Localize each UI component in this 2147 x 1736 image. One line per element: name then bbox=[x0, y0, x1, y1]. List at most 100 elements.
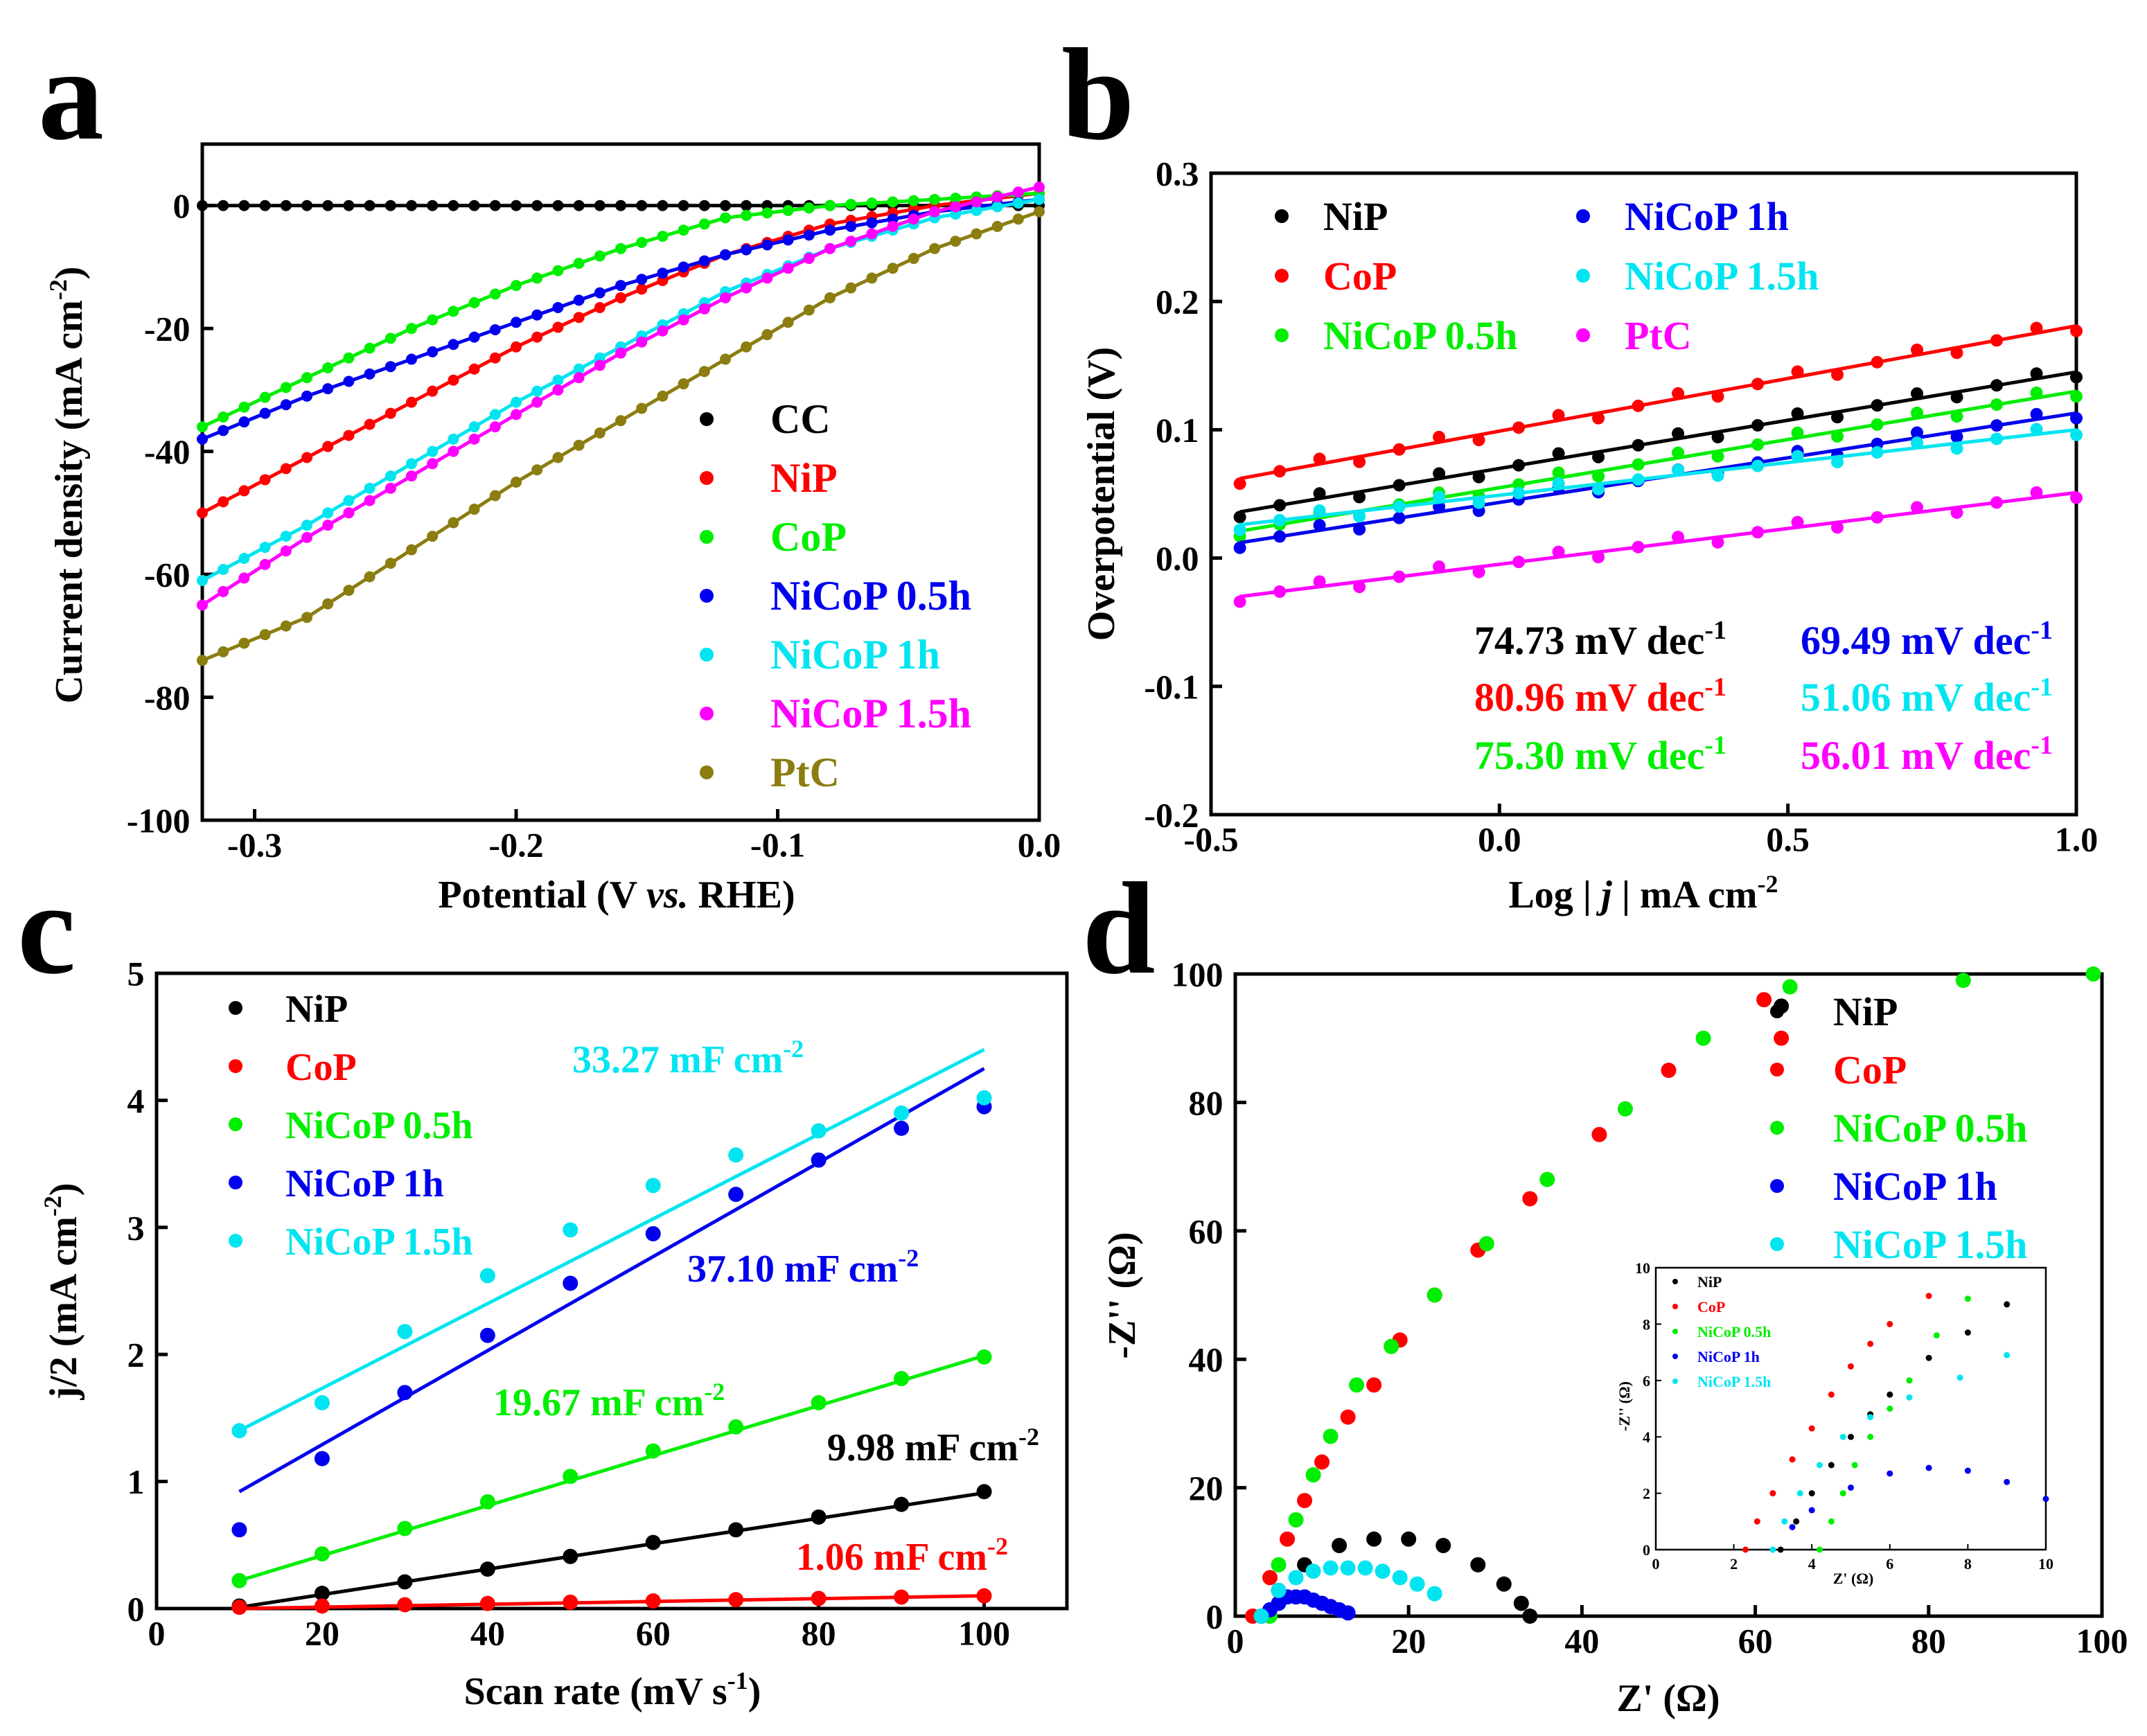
data-point bbox=[197, 655, 208, 666]
legend-marker bbox=[700, 530, 714, 544]
data-point bbox=[1323, 1560, 1338, 1576]
data-point bbox=[397, 1385, 413, 1401]
legend-label: CoP bbox=[1833, 1047, 1907, 1092]
data-point bbox=[845, 198, 857, 210]
data-point bbox=[468, 331, 480, 343]
y-tick-label: -60 bbox=[144, 556, 191, 594]
data-point bbox=[845, 236, 857, 247]
data-point bbox=[218, 585, 229, 597]
data-point bbox=[259, 558, 271, 570]
data-point bbox=[563, 1594, 578, 1610]
data-point bbox=[678, 314, 689, 326]
data-point bbox=[1911, 406, 1924, 419]
data-point bbox=[427, 314, 439, 326]
data-point bbox=[238, 572, 250, 584]
x-tick-label: 20 bbox=[305, 1614, 339, 1653]
data-point bbox=[1262, 1570, 1278, 1586]
data-point bbox=[971, 204, 982, 216]
inset-data-point bbox=[2004, 1352, 2011, 1358]
data-point bbox=[1305, 1564, 1321, 1579]
data-point bbox=[636, 236, 648, 248]
data-point bbox=[259, 542, 271, 553]
legend-marker bbox=[700, 412, 714, 426]
fit-line bbox=[1239, 490, 2077, 599]
data-point bbox=[2070, 491, 2083, 504]
data-point bbox=[231, 1423, 247, 1439]
data-point bbox=[887, 220, 899, 232]
data-point bbox=[657, 200, 669, 211]
data-point bbox=[728, 1419, 744, 1435]
legend-label: NiP bbox=[1833, 989, 1898, 1034]
data-point bbox=[322, 598, 334, 610]
inset-data-point bbox=[1867, 1433, 1874, 1440]
data-point bbox=[1313, 519, 1326, 532]
data-point bbox=[1012, 197, 1024, 209]
inset-data-point bbox=[1808, 1507, 1815, 1514]
data-point bbox=[1512, 421, 1526, 434]
data-point bbox=[824, 242, 836, 254]
data-point bbox=[615, 200, 626, 211]
series-NiCoP-0-5h bbox=[231, 1349, 992, 1588]
data-point bbox=[720, 212, 731, 224]
cdl-label: 33.27 mF cm-2 bbox=[572, 1035, 804, 1081]
legend-marker bbox=[700, 648, 714, 662]
data-point bbox=[280, 399, 292, 411]
data-point bbox=[280, 463, 292, 475]
data-point bbox=[811, 1152, 827, 1168]
data-point bbox=[1288, 1570, 1304, 1586]
data-point bbox=[343, 429, 355, 441]
data-point bbox=[531, 331, 543, 343]
inset-x-tick-label: 8 bbox=[1964, 1555, 1972, 1573]
data-point bbox=[385, 558, 396, 569]
data-point bbox=[1034, 181, 1045, 193]
x-axis-title: Log | j | mA cm-2 bbox=[1508, 870, 1778, 916]
data-point bbox=[259, 474, 271, 486]
data-point bbox=[976, 1588, 992, 1604]
data-point bbox=[971, 196, 982, 208]
data-point bbox=[511, 396, 522, 408]
data-point bbox=[803, 229, 815, 241]
data-point bbox=[1592, 483, 1605, 496]
data-point bbox=[782, 317, 794, 328]
data-point bbox=[397, 1574, 413, 1590]
tafel-annotations: 74.73 mV dec-180.96 mV dec-175.30 mV dec… bbox=[1474, 616, 2053, 778]
inset-y-tick-label: 0 bbox=[1643, 1541, 1650, 1559]
inset-data-point bbox=[1839, 1433, 1846, 1440]
data-point bbox=[1751, 526, 1765, 539]
tafel-slope-label: 75.30 mV dec-1 bbox=[1474, 731, 1726, 778]
series-NiCoP-1-5h bbox=[197, 181, 1045, 611]
legend-marker bbox=[229, 1117, 242, 1131]
tafel-slope-value: 75.30 mV dec bbox=[1474, 733, 1704, 778]
data-point bbox=[1340, 1560, 1356, 1576]
data-point bbox=[741, 200, 752, 211]
data-point bbox=[2085, 966, 2101, 982]
data-point bbox=[1253, 1609, 1269, 1624]
x-axis-title-sup: -1 bbox=[727, 1667, 748, 1694]
y-tick-label: 4 bbox=[127, 1081, 145, 1120]
data-point bbox=[1756, 992, 1772, 1008]
legend-label: CoP bbox=[1323, 254, 1397, 299]
data-point bbox=[908, 213, 919, 225]
data-point bbox=[636, 336, 648, 348]
x-tick-label: 80 bbox=[802, 1614, 836, 1653]
data-point bbox=[1592, 450, 1605, 463]
data-point bbox=[1426, 1586, 1442, 1602]
data-point bbox=[1871, 418, 1884, 431]
inset-data-point bbox=[1769, 1546, 1776, 1553]
data-point bbox=[322, 520, 334, 531]
data-point bbox=[448, 433, 459, 445]
legend-label: CoP bbox=[770, 514, 847, 560]
data-point bbox=[427, 385, 439, 397]
cdl-sup: -2 bbox=[704, 1378, 725, 1406]
data-point bbox=[322, 441, 334, 452]
legend-label: CoP bbox=[285, 1046, 357, 1089]
data-point bbox=[991, 220, 1003, 232]
data-point bbox=[489, 490, 501, 502]
panel-b: b -0.5 0.0 0.5 1.0 0.3 0.2 0.1 0.0 -0.1 -0.2 Log | … bbox=[1061, 22, 2098, 916]
inset-data-point bbox=[1769, 1490, 1776, 1497]
series-CoP bbox=[1233, 321, 2083, 490]
legend-label: NiCoP 1h bbox=[285, 1162, 444, 1205]
legend-marker bbox=[1576, 269, 1590, 283]
x-axis-title-end: ) bbox=[748, 1670, 761, 1713]
